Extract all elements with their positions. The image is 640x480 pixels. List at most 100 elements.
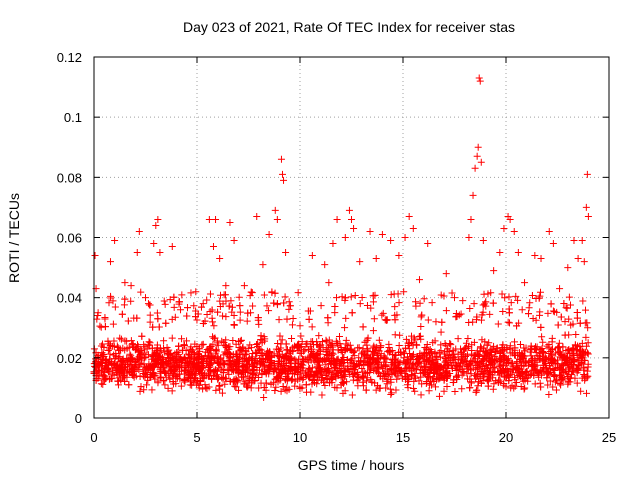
data-point-bulk [548, 346, 556, 354]
data-point-bulk [127, 297, 135, 305]
data-point-bulk [449, 364, 457, 372]
data-point-bulk [327, 341, 335, 349]
data-point-bulk [222, 313, 230, 321]
data-point-bulk [496, 356, 504, 364]
data-point-bulk [282, 340, 290, 348]
data-point-bulk [266, 365, 274, 373]
data-point-bulk [281, 355, 289, 363]
data-point-bulk [499, 341, 507, 349]
data-point-bulk [303, 340, 311, 348]
data-point-bulk [452, 361, 460, 369]
data-point-bulk [320, 356, 328, 364]
data-point-bulk [473, 386, 481, 394]
data-point-bulk [392, 386, 400, 394]
data-point-bulk [415, 332, 423, 340]
data-point-bulk [563, 304, 571, 312]
data-point-bulk [500, 373, 508, 381]
data-point-bulk [190, 302, 198, 310]
data-point [154, 215, 162, 223]
data-point-bulk [582, 342, 590, 350]
data-point-bulk [171, 313, 179, 321]
data-point-bulk [209, 318, 217, 326]
data-point-bulk [106, 350, 114, 358]
data-point-bulk [101, 323, 109, 331]
data-point-bulk [172, 372, 180, 380]
data-point-bulk [457, 310, 465, 318]
data-point [521, 279, 529, 287]
data-point-bulk [116, 334, 124, 342]
data-point [580, 258, 588, 266]
data-point-bulk [125, 381, 133, 389]
data-point [121, 279, 129, 287]
data-point-bulk [247, 288, 255, 296]
data-point-bulk [430, 368, 438, 376]
data-point-bulk [216, 303, 224, 311]
data-point-bulk [111, 303, 119, 311]
data-point-bulk [502, 383, 510, 391]
data-point-bulk [489, 385, 497, 393]
data-point-bulk [543, 374, 551, 382]
data-point-bulk [571, 341, 579, 349]
data-point-bulk [215, 382, 223, 390]
data-point-bulk [270, 360, 278, 368]
data-point-bulk [219, 312, 227, 320]
data-point-bulk [548, 338, 556, 346]
data-point-bulk [360, 351, 368, 359]
data-point-bulk [413, 365, 421, 373]
data-point-bulk [154, 352, 162, 360]
data-point-bulk [538, 345, 546, 353]
data-point-bulk [217, 354, 225, 362]
data-point [556, 285, 564, 293]
data-point-bulk [100, 343, 108, 351]
data-point-bulk [235, 293, 243, 301]
data-point-bulk [193, 343, 201, 351]
data-point [356, 258, 364, 266]
data-point-bulk [138, 332, 146, 340]
data-point-bulk [477, 379, 485, 387]
data-point-bulk [321, 381, 329, 389]
data-point-bulk [120, 358, 128, 366]
data-point [405, 212, 413, 220]
data-point-bulk [140, 370, 148, 378]
data-point-bulk [566, 349, 574, 357]
data-point-bulk [374, 363, 382, 371]
data-point-bulk [470, 338, 478, 346]
data-point-bulk [548, 355, 556, 363]
data-point-bulk [117, 335, 125, 343]
data-point [578, 237, 586, 245]
data-point-bulk [307, 356, 315, 364]
data-point-bulk [99, 371, 107, 379]
data-point-bulk [220, 291, 228, 299]
data-point-bulk [496, 378, 504, 386]
data-point-bulk [129, 341, 137, 349]
data-point-bulk [484, 382, 492, 390]
data-point-bulk [309, 375, 317, 383]
data-point-bulk [198, 356, 206, 364]
data-point-bulk [336, 333, 344, 341]
data-point-bulk [359, 345, 367, 353]
data-point [574, 255, 582, 263]
data-point [168, 243, 176, 251]
data-point-bulk [557, 350, 565, 358]
data-point-bulk [283, 315, 291, 323]
data-point-bulk [244, 382, 252, 390]
data-point-bulk [260, 384, 268, 392]
data-point-bulk [414, 356, 422, 364]
data-point-bulk [331, 309, 339, 317]
data-point-bulk [219, 369, 227, 377]
data-point-bulk [547, 300, 555, 308]
data-point-bulk [254, 314, 262, 322]
data-point-bulk [316, 373, 324, 381]
data-point-bulk [182, 346, 190, 354]
data-point-bulk [393, 375, 401, 383]
y-axis: 0 0.02 0.04 0.06 0.08 0.1 0.12 [57, 50, 609, 426]
data-point-bulk [195, 381, 203, 389]
data-point-bulk [257, 332, 265, 340]
data-point-bulk [527, 346, 535, 354]
data-point-bulk [218, 374, 226, 382]
data-points [90, 74, 592, 401]
data-point-bulk [404, 342, 412, 350]
data-point-bulk [301, 346, 309, 354]
data-point-bulk [583, 319, 591, 327]
data-point-bulk [220, 338, 228, 346]
